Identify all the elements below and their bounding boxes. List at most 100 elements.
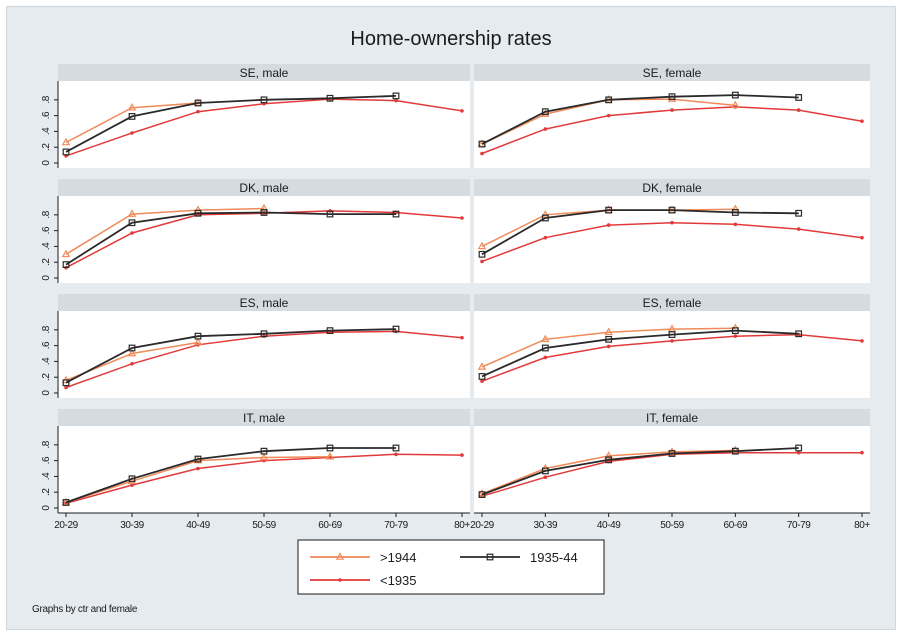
data-point-before-1935 bbox=[733, 334, 738, 338]
series-line-cohort-1935-44 bbox=[65, 328, 397, 384]
y-tick-label: .4 bbox=[41, 357, 52, 365]
panel-plot-area bbox=[58, 311, 470, 398]
data-point-before-1935 bbox=[196, 466, 200, 471]
legend-marker-cohort-1935-44 bbox=[486, 553, 494, 561]
panel-label: DK, female bbox=[642, 181, 702, 195]
y-tick-label: .2 bbox=[41, 258, 52, 266]
data-point-cohort-1935-44 bbox=[605, 96, 613, 104]
data-point-cohort-1935-44 bbox=[668, 206, 676, 214]
data-point-before-1935 bbox=[480, 379, 484, 383]
chart-title: Home-ownership rates bbox=[350, 28, 552, 50]
panel-plot-area bbox=[474, 426, 870, 513]
data-point-before-1935 bbox=[860, 450, 864, 455]
data-point-cohort-1935-44 bbox=[62, 148, 70, 156]
data-point-before-1935 bbox=[64, 385, 68, 390]
data-point-before-1935 bbox=[394, 452, 398, 457]
data-point-cohort-1935-44 bbox=[128, 219, 136, 227]
data-point-after-1944 bbox=[61, 137, 71, 146]
data-point-cohort-1935-44 bbox=[605, 206, 613, 214]
x-tick-label: 20-29 bbox=[470, 520, 494, 531]
panel-strip bbox=[58, 409, 470, 426]
data-point-cohort-1935-44 bbox=[194, 455, 202, 463]
series-line-cohort-1935-44 bbox=[481, 329, 799, 378]
data-point-cohort-1935-44 bbox=[478, 491, 486, 498]
data-point-cohort-1935-44 bbox=[326, 210, 334, 218]
data-point-after-1944 bbox=[127, 103, 137, 111]
data-point-cohort-1935-44 bbox=[260, 96, 268, 104]
data-point-cohort-1935-44 bbox=[668, 331, 676, 338]
series-line-after-1944 bbox=[481, 327, 736, 368]
data-point-cohort-1935-44 bbox=[478, 373, 486, 380]
y-tick-label: .6 bbox=[41, 456, 52, 464]
y-tick-label: 0 bbox=[41, 390, 52, 396]
y-tick-label: .6 bbox=[41, 226, 52, 234]
y-tick-label: .4 bbox=[41, 242, 52, 250]
x-tick-label: 40-49 bbox=[186, 520, 210, 531]
data-point-before-1935 bbox=[860, 119, 864, 123]
panel-strip bbox=[474, 179, 870, 196]
data-point-before-1935 bbox=[460, 109, 464, 113]
y-tick-label: .6 bbox=[41, 111, 52, 119]
data-point-after-1944 bbox=[477, 362, 487, 370]
data-point-before-1935 bbox=[130, 483, 134, 487]
data-point-cohort-1935-44 bbox=[194, 209, 202, 217]
x-tick-label: 70-79 bbox=[787, 520, 811, 531]
y-tick-label: 0 bbox=[41, 505, 52, 511]
data-point-after-1944 bbox=[193, 337, 203, 346]
series-line-cohort-1935-44 bbox=[481, 209, 799, 256]
data-point-after-1944 bbox=[731, 445, 740, 454]
panel-label: SE, male bbox=[240, 66, 289, 80]
data-point-cohort-1935-44 bbox=[194, 99, 202, 107]
x-tick-label: 60-69 bbox=[724, 520, 748, 531]
y-tick-label: .2 bbox=[41, 143, 52, 151]
data-point-before-1935 bbox=[543, 355, 548, 360]
data-point-before-1935 bbox=[860, 235, 864, 240]
data-point-cohort-1935-44 bbox=[731, 91, 739, 99]
panel-strip bbox=[58, 294, 470, 311]
data-point-before-1935 bbox=[130, 231, 134, 235]
y-tick-label: 0 bbox=[41, 160, 52, 166]
data-point-before-1935 bbox=[543, 475, 548, 480]
data-point-cohort-1935-44 bbox=[541, 214, 549, 222]
data-point-before-1935 bbox=[796, 227, 801, 231]
data-point-cohort-1935-44 bbox=[392, 92, 400, 100]
panel-label: ES, female bbox=[643, 296, 702, 310]
panel-plot-area bbox=[58, 426, 470, 513]
data-point-before-1935 bbox=[670, 339, 674, 343]
graphs-by-note: Graphs by ctr and female bbox=[32, 604, 138, 615]
panel-strip bbox=[474, 294, 870, 311]
data-point-cohort-1935-44 bbox=[795, 94, 803, 101]
legend-label-after-1944: >1944 bbox=[380, 550, 417, 565]
data-point-after-1944 bbox=[127, 476, 137, 484]
data-point-cohort-1935-44 bbox=[326, 444, 334, 452]
panel-plot-area bbox=[58, 81, 470, 168]
data-point-before-1935 bbox=[460, 453, 464, 457]
series-line-cohort-1935-44 bbox=[65, 95, 397, 153]
data-point-before-1935 bbox=[196, 109, 200, 114]
data-point-after-1944 bbox=[259, 203, 269, 212]
x-tick-label: 30-39 bbox=[120, 520, 144, 531]
data-point-cohort-1935-44 bbox=[392, 444, 400, 452]
series-line-after-1944 bbox=[65, 102, 199, 144]
data-point-cohort-1935-44 bbox=[260, 209, 268, 216]
data-point-before-1935 bbox=[606, 113, 611, 118]
data-point-before-1935 bbox=[130, 361, 134, 366]
data-point-cohort-1935-44 bbox=[478, 140, 486, 148]
series-line-after-1944 bbox=[65, 207, 265, 255]
data-point-cohort-1935-44 bbox=[128, 344, 136, 352]
data-point-cohort-1935-44 bbox=[62, 261, 70, 268]
x-tick-label: 50-59 bbox=[660, 520, 684, 531]
series-line-cohort-1935-44 bbox=[481, 94, 799, 145]
data-point-after-1944 bbox=[127, 209, 137, 217]
x-tick-label: 60-69 bbox=[318, 520, 342, 531]
panel-plot-area bbox=[474, 196, 870, 283]
data-point-before-1935 bbox=[733, 222, 738, 227]
y-tick-label: .2 bbox=[41, 373, 52, 381]
data-point-after-1944 bbox=[604, 451, 613, 459]
data-point-cohort-1935-44 bbox=[62, 499, 70, 506]
data-point-before-1935 bbox=[606, 344, 611, 349]
panel-label: ES, male bbox=[240, 296, 289, 310]
x-tick-label: 80+ bbox=[454, 520, 470, 531]
data-point-cohort-1935-44 bbox=[668, 450, 676, 457]
